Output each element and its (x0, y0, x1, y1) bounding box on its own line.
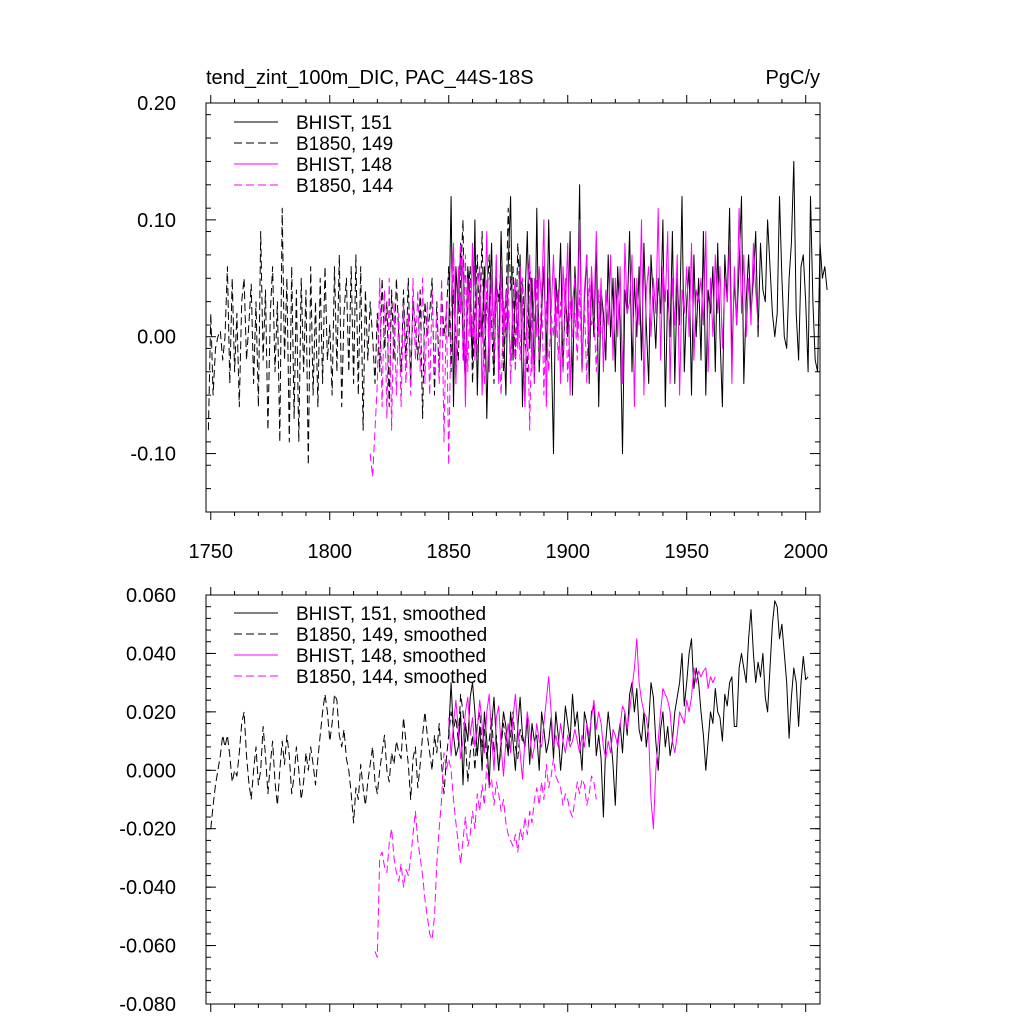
panel-top: tend_zint_100m_DIC, PAC_44S-18S PgC/y 17… (130, 67, 828, 563)
bot-y-tick-label: 0.060 (126, 585, 176, 607)
bot-y-tick-label: -0.060 (119, 936, 176, 958)
top-x-tick-label-2000: 2000 (783, 541, 828, 563)
top-series-b1850-144 (369, 242, 602, 478)
bot-legend-label-b1850-149-smoothed: B1850, 149, smoothed (296, 625, 487, 646)
bot-y-tick-label: 0.000 (126, 760, 176, 782)
top-x-tick-label-1850: 1850 (426, 541, 471, 563)
top-legend-label-b1850-144: B1850, 144 (296, 176, 394, 197)
bottom-series (210, 600, 809, 958)
top-series-bhist-148 (450, 207, 759, 408)
bot-y-tick-label: -0.080 (119, 994, 176, 1016)
panel-top-units: PgC/y (766, 67, 820, 89)
bot-y-tick-label: 0.040 (126, 643, 176, 665)
panel-top-frame (205, 102, 821, 513)
panel-top-title: tend_zint_100m_DIC, PAC_44S-18S (206, 67, 534, 89)
bot-legend-label-b1850-144-smoothed: B1850, 144, smoothed (296, 667, 487, 688)
bot-series-b1850-144-smoothed (374, 752, 597, 958)
bot-series-bhist-148-smoothed (448, 638, 716, 830)
top-x-tick-label-1800: 1800 (308, 541, 353, 563)
top-legend-label-bhist-148: BHIST, 148 (296, 155, 392, 176)
top-series-b1850-149 (207, 207, 535, 466)
bot-y-tick-label: -0.040 (119, 877, 176, 899)
top-legend-label-bhist-151: BHIST, 151 (296, 113, 392, 134)
panel-bottom-frame (205, 594, 821, 1005)
top-y-tick-label: 0.10 (137, 210, 176, 232)
top-y-tick-label: 0.20 (137, 93, 176, 115)
top-y-tick-label: 0.00 (137, 327, 176, 349)
top-series (207, 160, 828, 478)
bot-y-tick-label: 0.020 (126, 702, 176, 724)
top-y-tick-label: -0.10 (130, 444, 176, 466)
bottom-ticks: -0.080 -0.060 -0.040 -0.020 0.000 0.020 0.040 0… (119, 585, 820, 1016)
top-x-tick-label-1950: 1950 (664, 541, 709, 563)
bot-y-tick-label: -0.020 (119, 819, 176, 841)
bot-series-bhist-151-smoothed (448, 600, 809, 818)
bot-series-b1850-149-smoothed (210, 693, 523, 829)
panel-bottom: -0.080 -0.060 -0.040 -0.020 0.000 0.020 0.040 0… (119, 585, 821, 1016)
bot-legend-label-bhist-151-smoothed: BHIST, 151, smoothed (296, 604, 486, 625)
top-legend-label-b1850-149: B1850, 149 (296, 134, 393, 155)
bot-legend-label-bhist-148-smoothed: BHIST, 148, smoothed (296, 646, 486, 667)
top-x-tick-label-1900: 1900 (545, 541, 590, 563)
top-ticks: 1750 1800 1850 1900 1950 2000 -0.10 0.00 0.10 0.2… (130, 93, 828, 563)
top-x-tick-label-1750: 1750 (189, 541, 234, 563)
